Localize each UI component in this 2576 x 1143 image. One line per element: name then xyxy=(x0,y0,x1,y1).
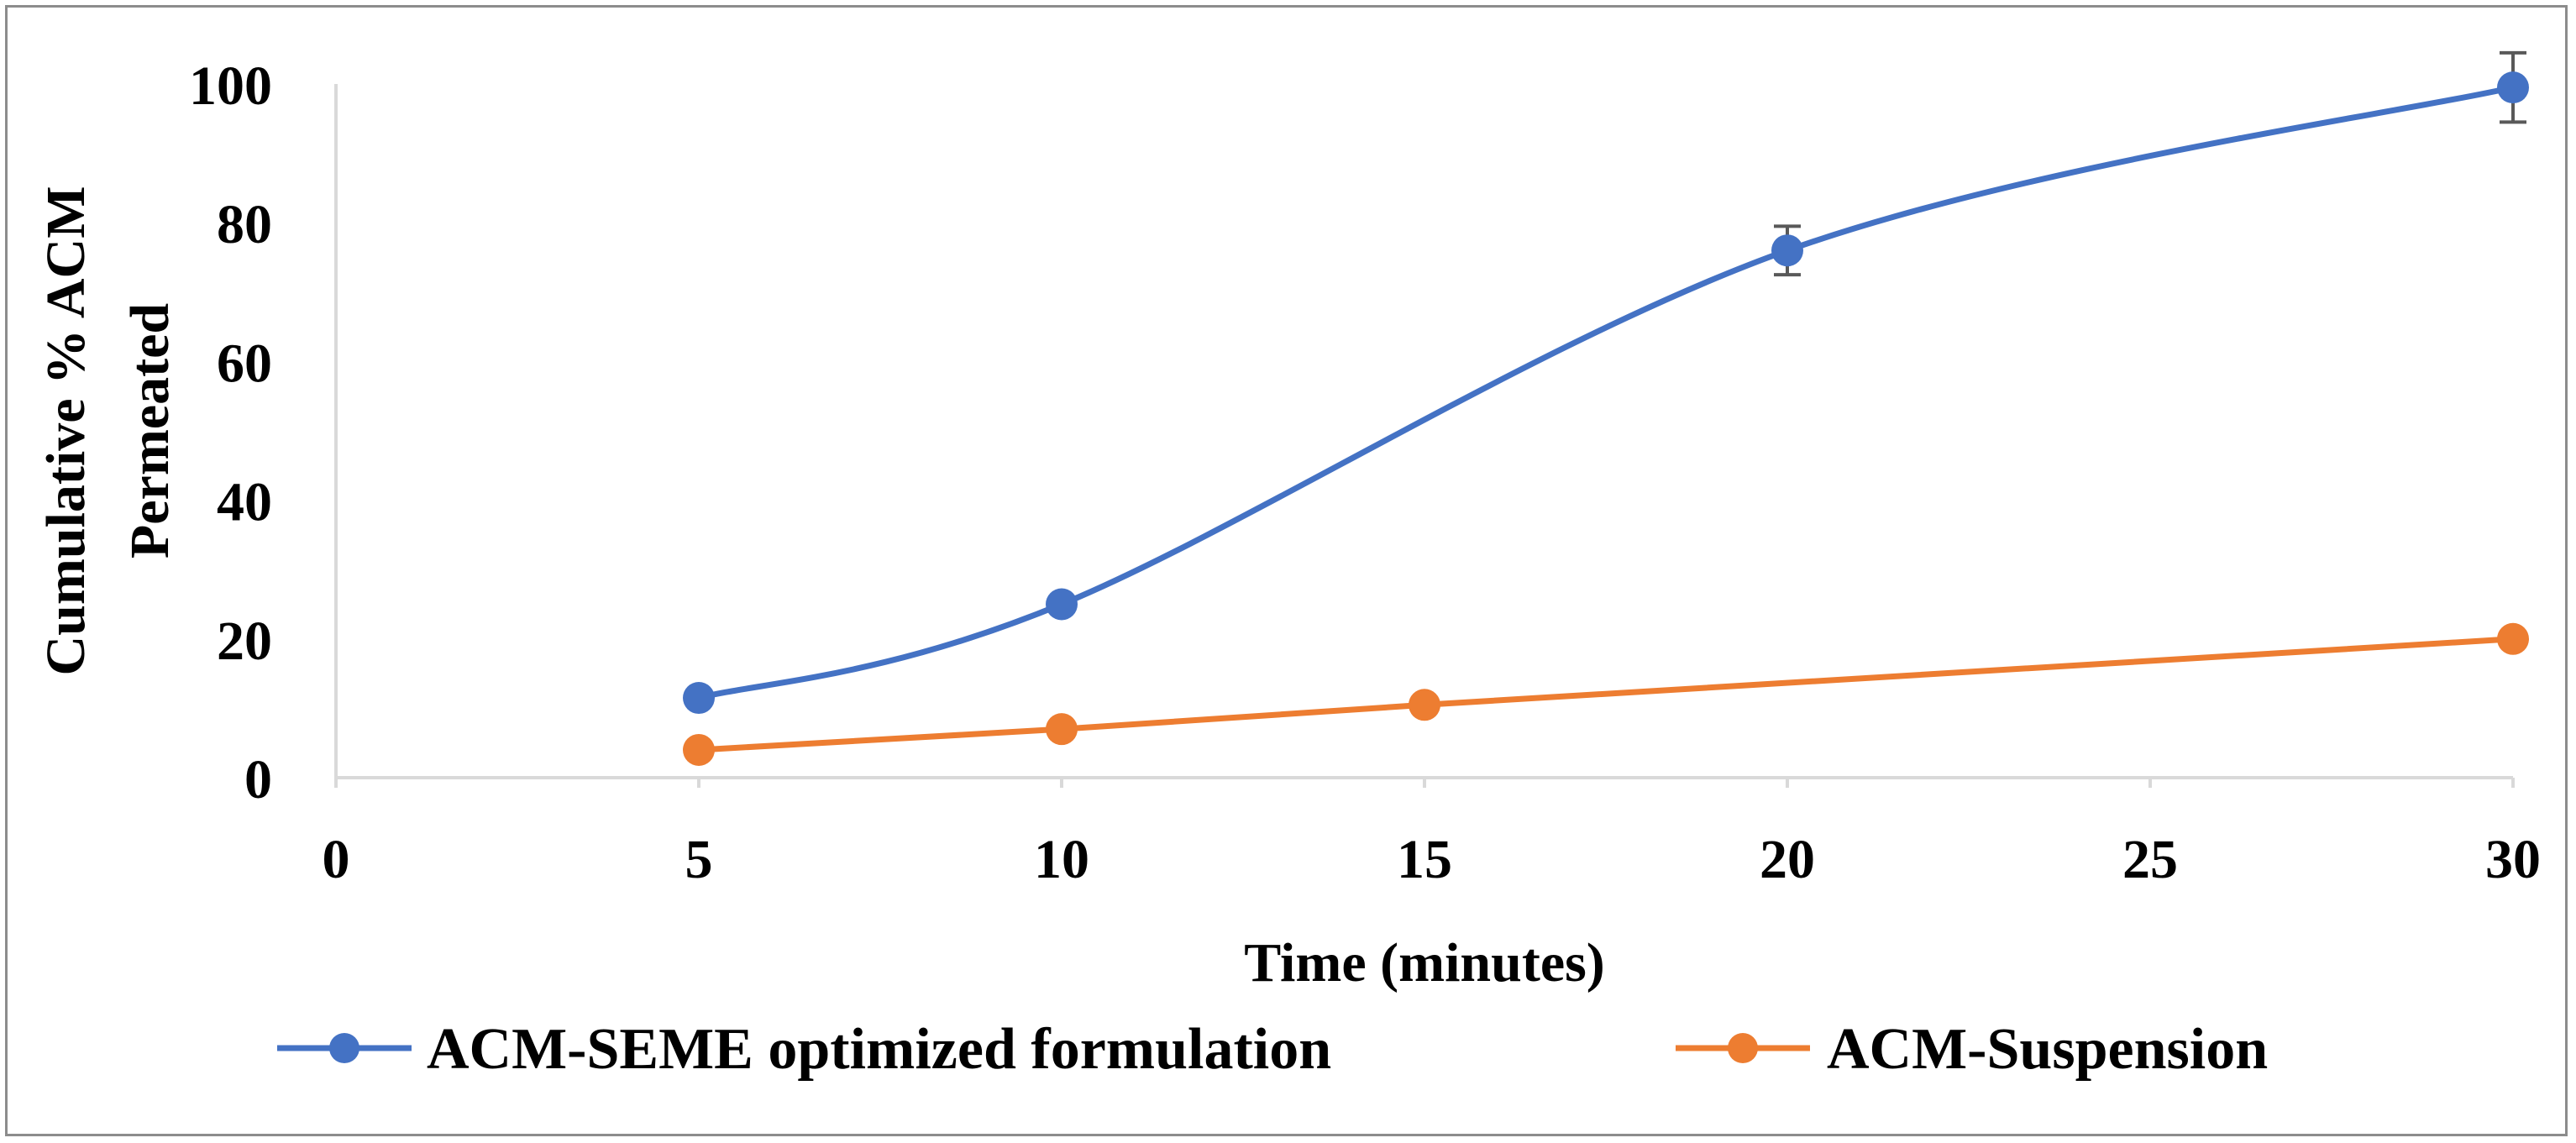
series-layer xyxy=(683,50,2529,766)
data-point xyxy=(1409,689,1440,721)
y-tick-label: 80 xyxy=(217,194,272,255)
y-tick-label: 100 xyxy=(189,55,272,117)
x-tick-label: 25 xyxy=(2122,829,2178,890)
x-tick-label: 5 xyxy=(685,829,713,890)
y-tick-labels: 0 20 40 60 80 100 xyxy=(189,55,272,810)
data-point xyxy=(2497,622,2529,655)
x-axis-title: Time (minutes) xyxy=(1244,932,1605,994)
data-point xyxy=(683,682,715,715)
x-tick-labels: 0 5 10 15 20 25 30 xyxy=(323,829,2542,890)
x-tick-label: 10 xyxy=(1034,829,1089,890)
data-point xyxy=(2497,71,2529,104)
legend-item-acm-seme: ACM-SEME optimized formulation xyxy=(277,1017,1331,1082)
data-point xyxy=(1046,713,1078,746)
y-axis-title-line-1: Cumulative % ACM xyxy=(35,186,97,676)
y-tick-label: 0 xyxy=(244,749,272,810)
x-tick-label: 0 xyxy=(323,829,350,890)
y-tick-label: 60 xyxy=(217,333,272,394)
series-line xyxy=(695,84,2516,701)
data-point xyxy=(1771,234,1803,267)
y-tick-label: 20 xyxy=(217,611,272,672)
y-axis-title-line-2: Permeated xyxy=(119,303,181,558)
axes xyxy=(334,84,2515,788)
x-tick-label: 30 xyxy=(2485,829,2541,890)
legend-item-acm-suspension: ACM-Suspension xyxy=(1676,1017,2268,1082)
legend-label-acm-suspension: ACM-Suspension xyxy=(1827,1017,2268,1082)
x-tick-label: 15 xyxy=(1397,829,1452,890)
legend: ACM-SEME optimized formulation ACM-Suspe… xyxy=(277,1017,2268,1082)
legend-marker-acm-suspension xyxy=(1728,1033,1758,1063)
x-tick-label: 20 xyxy=(1760,829,1815,890)
legend-label-acm-seme: ACM-SEME optimized formulation xyxy=(427,1017,1331,1082)
data-point xyxy=(683,733,715,766)
legend-marker-acm-seme xyxy=(329,1033,359,1063)
y-tick-label: 40 xyxy=(217,472,272,533)
chart-frame xyxy=(5,5,2568,1136)
data-point xyxy=(1046,588,1078,621)
series-line xyxy=(695,636,2516,753)
